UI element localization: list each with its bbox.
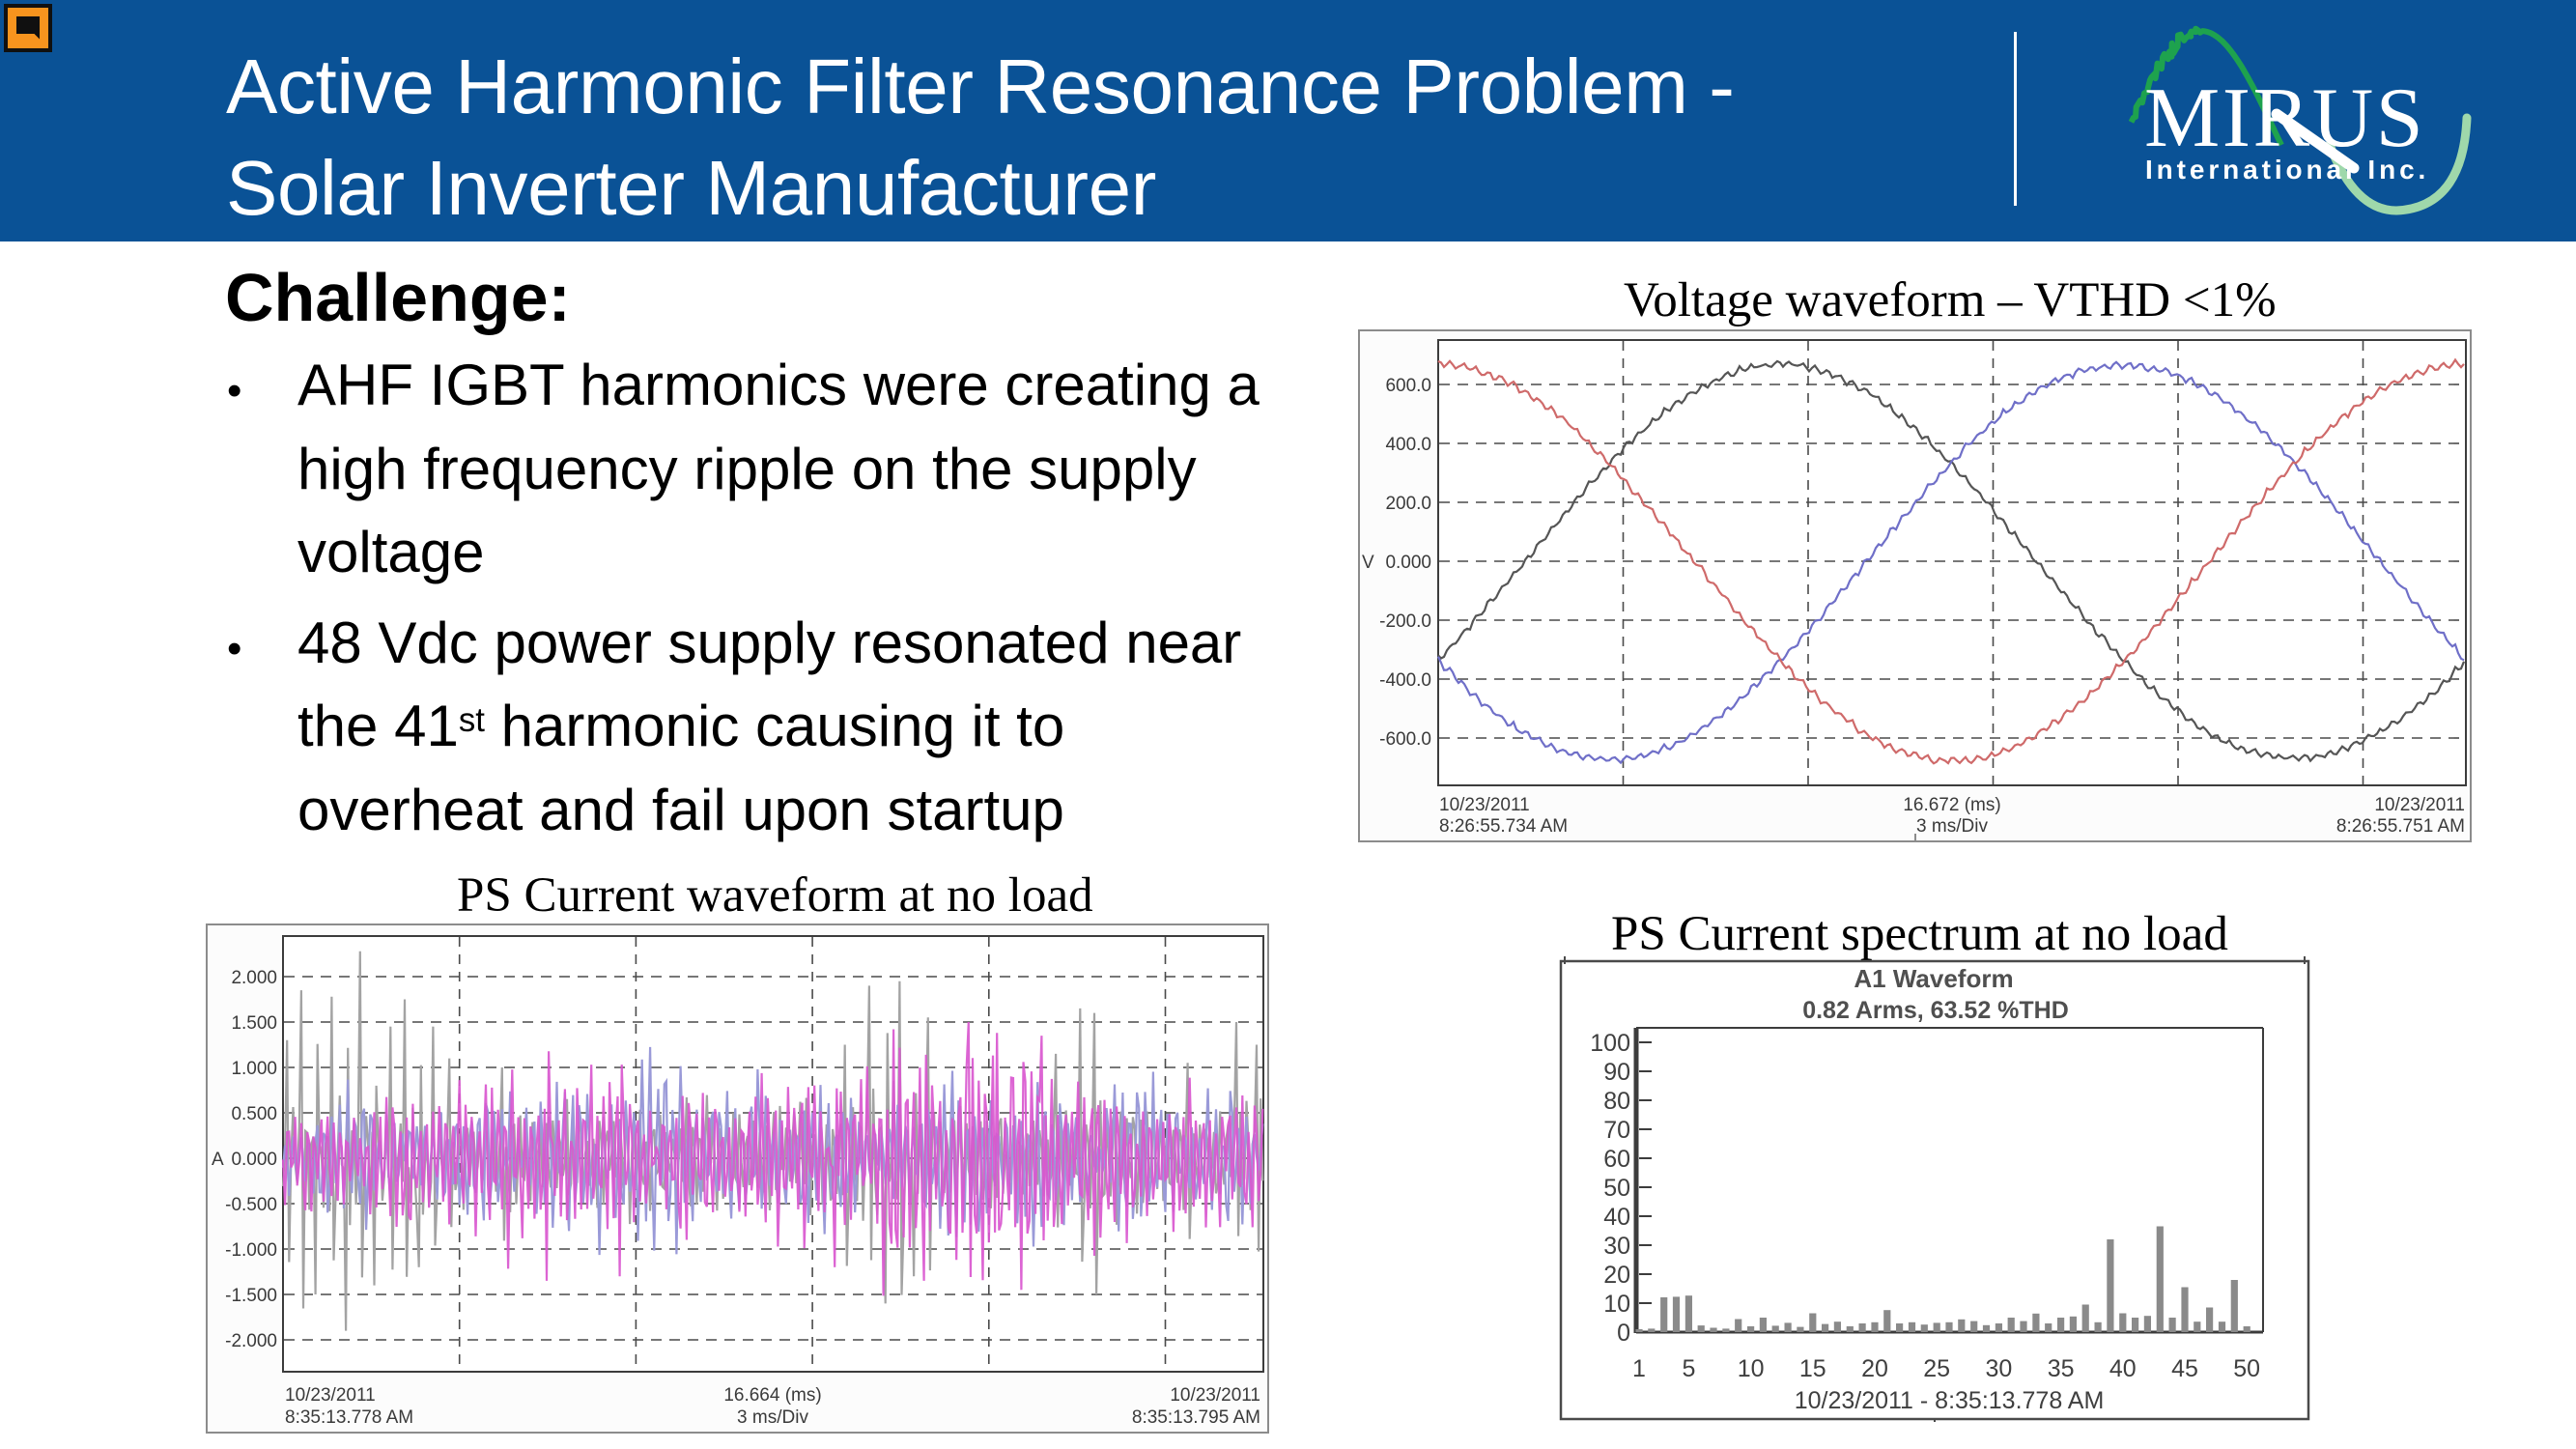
- svg-text:15: 15: [1799, 1355, 1826, 1382]
- svg-text:25: 25: [1923, 1355, 1950, 1382]
- svg-text:International Inc.: International Inc.: [2145, 155, 2429, 185]
- svg-text:50: 50: [1603, 1175, 1630, 1202]
- svg-text:0.000: 0.000: [231, 1150, 277, 1170]
- svg-text:-1.500: -1.500: [225, 1286, 277, 1306]
- svg-text:50: 50: [2233, 1355, 2260, 1382]
- svg-text:1.500: 1.500: [231, 1013, 277, 1034]
- svg-text:60: 60: [1603, 1146, 1630, 1173]
- svg-text:10: 10: [1603, 1291, 1630, 1318]
- svg-text:16.664 (ms): 16.664 (ms): [723, 1385, 821, 1406]
- svg-text:200.0: 200.0: [1385, 494, 1431, 514]
- svg-text:10/23/2011: 10/23/2011: [285, 1385, 376, 1406]
- svg-text:40: 40: [1603, 1204, 1630, 1231]
- svg-text:10: 10: [1738, 1355, 1765, 1382]
- svg-text:0.82 Arms, 63.52 %THD: 0.82 Arms, 63.52 %THD: [1802, 997, 2069, 1024]
- svg-text:-1.000: -1.000: [225, 1240, 277, 1261]
- svg-text:30: 30: [1603, 1233, 1630, 1260]
- svg-text:0: 0: [1617, 1320, 1630, 1347]
- svg-text:-600.0: -600.0: [1379, 729, 1431, 750]
- svg-text:10/23/2011 - 8:35:13.778 AM: 10/23/2011 - 8:35:13.778 AM: [1795, 1387, 2105, 1414]
- svg-text:70: 70: [1603, 1117, 1630, 1144]
- svg-text:3 ms/Div: 3 ms/Div: [737, 1407, 808, 1428]
- svg-text:3 ms/Div: 3 ms/Div: [1916, 816, 1988, 837]
- svg-text:0.000: 0.000: [1385, 553, 1431, 573]
- svg-text:0.500: 0.500: [231, 1104, 277, 1124]
- svg-text:8:35:13.778 AM: 8:35:13.778 AM: [285, 1407, 413, 1428]
- svg-text:8:26:55.751 AM: 8:26:55.751 AM: [2336, 816, 2465, 837]
- svg-text:35: 35: [2048, 1355, 2075, 1382]
- svg-text:-400.0: -400.0: [1379, 670, 1431, 691]
- svg-text:10/23/2011: 10/23/2011: [1439, 795, 1530, 815]
- svg-text:20: 20: [1861, 1355, 1888, 1382]
- svg-text:-2.000: -2.000: [225, 1331, 277, 1351]
- svg-text:10/23/2011: 10/23/2011: [1170, 1385, 1260, 1406]
- svg-text:5: 5: [1682, 1355, 1695, 1382]
- svg-text:10/23/2011: 10/23/2011: [2374, 795, 2465, 815]
- svg-text:-200.0: -200.0: [1379, 611, 1431, 632]
- svg-text:20: 20: [1603, 1262, 1630, 1289]
- svg-text:1.000: 1.000: [231, 1059, 277, 1079]
- svg-text:A: A: [212, 1150, 224, 1170]
- svg-text:A1 Waveform: A1 Waveform: [1854, 964, 2013, 993]
- svg-text:45: 45: [2171, 1355, 2198, 1382]
- svg-text:2.000: 2.000: [231, 968, 277, 988]
- svg-text:8:26:55.734 AM: 8:26:55.734 AM: [1439, 816, 1568, 837]
- svg-text:40: 40: [2109, 1355, 2137, 1382]
- svg-text:1: 1: [1632, 1355, 1646, 1382]
- svg-text:80: 80: [1603, 1088, 1630, 1115]
- svg-text:8:35:13.795 AM: 8:35:13.795 AM: [1132, 1407, 1260, 1428]
- svg-text:90: 90: [1603, 1059, 1630, 1086]
- svg-text:V: V: [1362, 553, 1374, 573]
- svg-text:600.0: 600.0: [1385, 376, 1431, 396]
- svg-text:-0.500: -0.500: [225, 1195, 277, 1215]
- svg-text:16.672 (ms): 16.672 (ms): [1903, 795, 2000, 815]
- svg-text:100: 100: [1590, 1030, 1630, 1057]
- svg-text:400.0: 400.0: [1385, 435, 1431, 455]
- svg-text:30: 30: [1985, 1355, 2012, 1382]
- svg-text:MIRUS: MIRUS: [2144, 71, 2425, 165]
